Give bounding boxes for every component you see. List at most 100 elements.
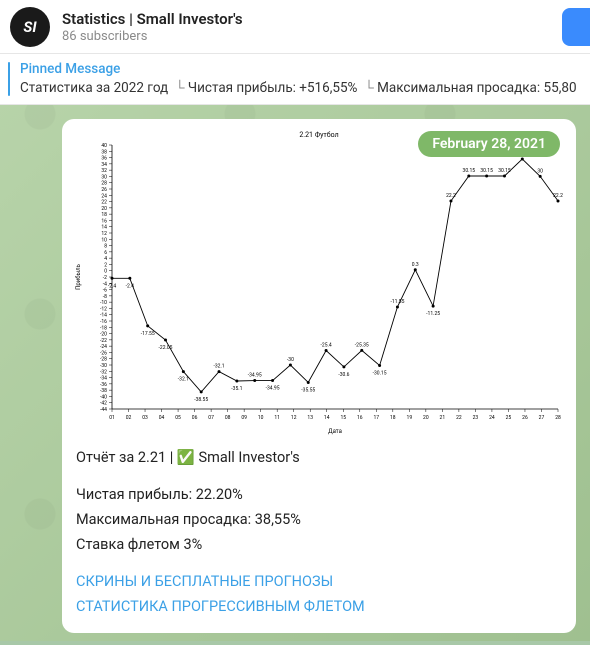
svg-text:-4: -4 <box>103 281 107 287</box>
svg-text:06: 06 <box>192 415 198 421</box>
svg-text:-11.55: -11.55 <box>390 299 404 305</box>
svg-text:12: 12 <box>291 415 297 421</box>
svg-text:Дата: Дата <box>328 428 342 435</box>
svg-text:2: 2 <box>104 262 107 268</box>
svg-text:26: 26 <box>522 415 528 421</box>
tree-icon: └ <box>364 80 374 96</box>
chart-image[interactable]: 2.21 Футбол-44-42-40-38-36-34-32-30-28-2… <box>62 119 576 441</box>
svg-text:10: 10 <box>258 415 264 421</box>
stake-line: Ставка флетом 3% <box>76 534 562 555</box>
svg-text:17: 17 <box>373 415 379 421</box>
svg-text:19: 19 <box>407 415 413 421</box>
svg-text:28: 28 <box>555 415 561 421</box>
header-action-button[interactable] <box>562 8 590 46</box>
svg-text:12: 12 <box>101 231 107 237</box>
svg-text:30: 30 <box>537 168 543 174</box>
svg-text:34: 34 <box>101 162 107 168</box>
pinned-message[interactable]: Pinned Message Статистика за 2022 год └ … <box>0 54 590 105</box>
svg-text:2.21 Футбол: 2.21 Футбол <box>299 131 338 139</box>
pinned-indicator-bar <box>8 62 10 96</box>
svg-text:05: 05 <box>175 415 181 421</box>
svg-text:08: 08 <box>225 415 231 421</box>
message-link[interactable]: СТАТИСТИКА ПРОГРЕССИВНЫМ ФЛЕТОМ <box>76 598 365 615</box>
svg-text:-40: -40 <box>100 394 107 400</box>
pinned-text: Статистика за 2022 год └ Чистая прибыль:… <box>20 79 578 98</box>
svg-text:-2.4: -2.4 <box>108 283 117 289</box>
channel-header[interactable]: SI Statistics | Small Investor's 86 subs… <box>0 0 590 54</box>
svg-text:20: 20 <box>423 415 429 421</box>
svg-text:28: 28 <box>101 180 107 186</box>
svg-text:0: 0 <box>104 268 107 274</box>
svg-text:-22.05: -22.05 <box>159 345 173 351</box>
pinned-main-text: Статистика за 2022 год <box>20 80 168 96</box>
svg-text:22.2: 22.2 <box>446 193 456 199</box>
svg-text:15: 15 <box>340 415 346 421</box>
svg-text:-35.1: -35.1 <box>231 386 242 392</box>
svg-text:-2.4: -2.4 <box>126 283 135 289</box>
svg-text:-11.25: -11.25 <box>426 311 440 317</box>
svg-text:18: 18 <box>390 415 396 421</box>
svg-text:8: 8 <box>104 243 107 249</box>
svg-text:-2: -2 <box>103 275 107 281</box>
svg-text:-38.55: -38.55 <box>194 397 208 403</box>
svg-text:-44: -44 <box>100 407 107 413</box>
svg-text:24: 24 <box>489 415 495 421</box>
svg-text:-18: -18 <box>100 325 107 331</box>
pinned-part1: Чистая прибыль: +516,55% <box>188 80 358 96</box>
svg-text:Прибыль: Прибыль <box>75 264 82 290</box>
channel-title: Statistics | Small Investor's <box>62 10 562 28</box>
message-body: Отчёт за 2.21 | ✅ Small Investor's Чиста… <box>62 441 576 617</box>
date-badge: February 28, 2021 <box>418 131 560 157</box>
svg-text:20: 20 <box>101 206 107 212</box>
svg-text:-34: -34 <box>100 375 107 381</box>
channel-avatar[interactable]: SI <box>10 7 50 47</box>
svg-text:25: 25 <box>506 415 512 421</box>
tree-icon: └ <box>175 80 185 96</box>
svg-text:09: 09 <box>241 415 247 421</box>
svg-text:-30: -30 <box>287 357 294 363</box>
svg-text:-34.95: -34.95 <box>266 385 280 391</box>
pinned-part2: Максимальная просадка: 55,80 <box>377 80 576 96</box>
svg-text:26: 26 <box>101 187 107 193</box>
svg-text:-36: -36 <box>100 382 107 388</box>
svg-text:30.15: 30.15 <box>480 168 493 174</box>
svg-text:18: 18 <box>101 212 107 218</box>
svg-text:-32.1: -32.1 <box>178 376 189 382</box>
svg-text:04: 04 <box>159 415 165 421</box>
svg-text:-30: -30 <box>100 363 107 369</box>
svg-text:-24: -24 <box>100 344 107 350</box>
message-bubble[interactable]: February 28, 2021 2.21 Футбол-44-42-40-3… <box>62 119 576 633</box>
svg-text:13: 13 <box>307 415 313 421</box>
svg-text:-12: -12 <box>100 306 107 312</box>
svg-text:11: 11 <box>274 415 280 421</box>
svg-text:16: 16 <box>101 218 107 224</box>
svg-text:-38: -38 <box>100 388 107 394</box>
svg-text:-42: -42 <box>100 400 107 406</box>
svg-text:10: 10 <box>101 237 107 243</box>
message-link[interactable]: СКРИНЫ И БЕСПЛАТНЫЕ ПРОГНОЗЫ <box>76 573 333 590</box>
svg-text:22.2: 22.2 <box>553 193 563 199</box>
svg-text:-16: -16 <box>100 319 107 325</box>
svg-text:-25.35: -25.35 <box>355 342 369 348</box>
svg-text:-34.95: -34.95 <box>248 372 262 378</box>
svg-text:40: 40 <box>101 143 107 149</box>
svg-text:38: 38 <box>101 149 107 155</box>
svg-text:01: 01 <box>109 415 115 421</box>
svg-text:14: 14 <box>101 224 107 230</box>
svg-text:-30.6: -30.6 <box>338 372 349 378</box>
channel-subscribers: 86 subscribers <box>62 29 562 44</box>
svg-text:-6: -6 <box>103 287 107 293</box>
report-title-line: Отчёт за 2.21 | ✅ Small Investor's <box>76 447 562 468</box>
pinned-label: Pinned Message <box>20 60 578 79</box>
svg-text:23: 23 <box>473 415 479 421</box>
svg-text:-22: -22 <box>100 338 107 344</box>
svg-text:-30.15: -30.15 <box>373 370 387 376</box>
svg-text:0.3: 0.3 <box>412 262 419 268</box>
svg-text:-32: -32 <box>100 369 107 375</box>
svg-text:02: 02 <box>126 415 132 421</box>
svg-text:22: 22 <box>456 415 462 421</box>
svg-text:30.15: 30.15 <box>498 168 511 174</box>
svg-text:16: 16 <box>357 415 363 421</box>
line-chart: 2.21 Футбол-44-42-40-38-36-34-32-30-28-2… <box>70 127 568 437</box>
profit-line: Чистая прибыль: 22.20% <box>76 484 562 505</box>
